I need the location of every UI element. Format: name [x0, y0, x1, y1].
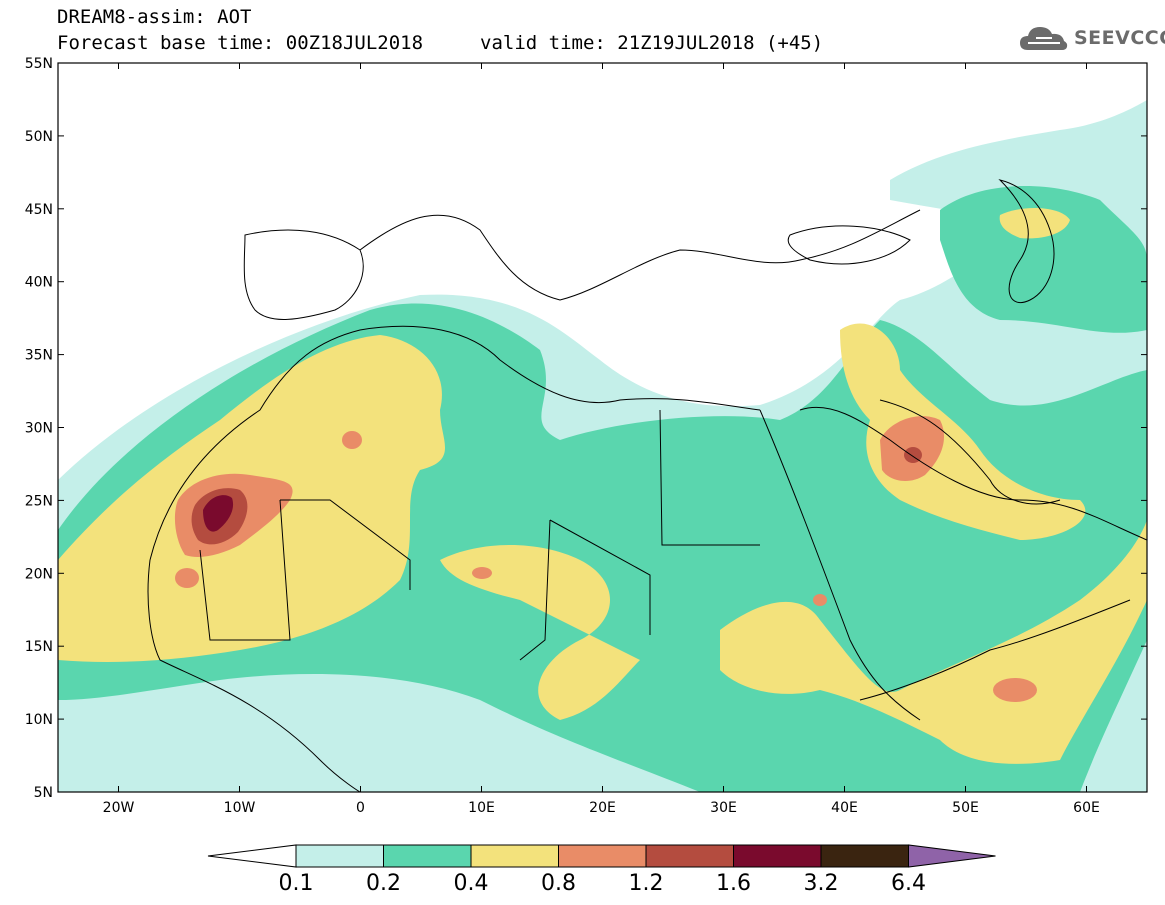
lat-label: 20N [25, 566, 53, 582]
lon-label: 20W [103, 800, 135, 816]
aot-band-0.8-spot2 [175, 568, 199, 588]
colorbar-label: 3.2 [804, 871, 839, 896]
lat-label: 25N [25, 493, 53, 509]
lat-label: 30N [25, 421, 53, 437]
lon-label: 0 [356, 800, 365, 816]
coast-red-sea [759, 409, 921, 721]
aot-field [58, 100, 1147, 792]
aot-band-0.8-spot4 [993, 678, 1037, 702]
lon-label: 60E [1073, 800, 1100, 816]
colorbar-label: 6.4 [891, 871, 926, 896]
coast-north-africa [149, 325, 761, 561]
colorbar-label: 0.4 [454, 871, 489, 896]
lon-label: 40E [831, 800, 858, 816]
lat-label: 40N [25, 275, 53, 291]
latitude-axis: 55N 50N 45N 40N 35N 30N 25N 20N 15N 10N 5N [25, 56, 1147, 801]
lon-label: 30E [710, 800, 737, 816]
lat-label: 10N [25, 712, 53, 728]
colorbar-label: 0.2 [366, 871, 401, 896]
colorbar: 0.1 0.2 0.4 0.8 1.2 1.6 3.2 6.4 [207, 844, 996, 896]
lon-label: 10E [468, 800, 495, 816]
lat-label: 45N [25, 202, 53, 218]
lat-label: 35N [25, 348, 53, 364]
colorbar-segment [470, 844, 559, 868]
coast-iberia [243, 229, 364, 320]
coast-gulf [879, 399, 1061, 505]
aot-band-0.4-central [440, 545, 640, 720]
forecast-base-time: Forecast base time: 00Z18JUL2018 [57, 32, 424, 54]
border-sahara [199, 499, 291, 641]
colorbar-right-arrow [908, 844, 996, 868]
valid-time: valid time: 21Z19JUL2018 (+45) [480, 32, 824, 54]
map-title: DREAM8-assim: AOT [57, 6, 252, 28]
border-algeria [280, 499, 411, 590]
coast-black-sea [787, 225, 911, 265]
aot-band-0.2-caspian [940, 186, 1147, 333]
lat-label: 15N [25, 639, 53, 655]
lon-label: 20E [589, 800, 616, 816]
coast-caspian [998, 179, 1055, 303]
colorbar-segment [733, 844, 822, 868]
border-libya-egypt [659, 409, 760, 546]
colorbar-left-arrow [207, 844, 297, 868]
coast-horn [859, 599, 1131, 701]
colorbar-label: 0.8 [541, 871, 576, 896]
aot-band-1.6 [203, 495, 234, 532]
aot-band-0.4-arabia [720, 520, 1147, 764]
colorbar-label: 1.6 [716, 871, 751, 896]
aot-band-0.4-caspian [999, 208, 1070, 239]
aot-band-0.8-spot5 [813, 594, 827, 606]
aot-band-0.4-gulf [840, 323, 1086, 540]
cloud-icon [1020, 27, 1068, 50]
lat-label: 5N [34, 785, 53, 801]
lon-label: 50E [952, 800, 979, 816]
lat-label: 55N [25, 56, 53, 72]
logo-text: SEEVCCC [1074, 27, 1165, 49]
coast-arabia [799, 406, 1147, 541]
colorbar-segment [820, 844, 909, 868]
colorbar-segment [383, 844, 472, 868]
lat-label: 50N [25, 129, 53, 145]
coastlines [147, 179, 1147, 792]
colorbar-segment [645, 844, 734, 868]
border-chad [519, 519, 651, 661]
coast-europe [359, 209, 921, 301]
colorbar-label: 1.2 [629, 871, 664, 896]
colorbar-segment [558, 844, 647, 868]
longitude-axis: 20W 10W 0 10E 20E 30E 40E 50E 60E [103, 63, 1100, 816]
seevccc-logo: SEEVCCC [1018, 24, 1165, 52]
coast-west-africa [147, 559, 361, 792]
colorbar-segment [295, 844, 384, 868]
colorbar-label: 0.1 [279, 871, 314, 896]
aot-band-0.8-spot1 [342, 431, 362, 449]
lon-label: 10W [224, 800, 256, 816]
aot-band-0.8-spot3 [472, 567, 492, 579]
